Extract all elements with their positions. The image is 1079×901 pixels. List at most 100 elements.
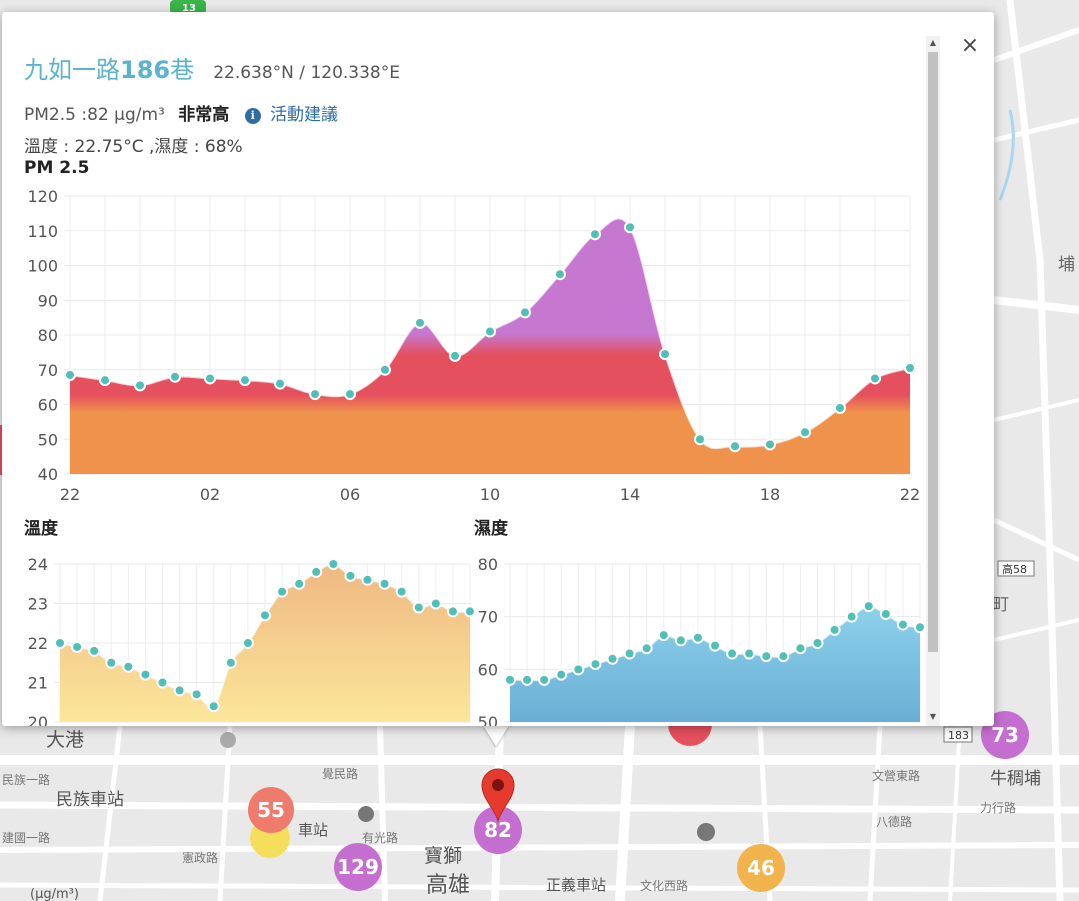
pm25-chart: 40 50 60 70 80 90 100 110 120 22 02 06 10 14 18 22 bbox=[27, 187, 920, 504]
data-point[interactable] bbox=[310, 565, 323, 578]
data-point[interactable] bbox=[64, 368, 76, 381]
data-point[interactable] bbox=[729, 440, 741, 453]
aqi-marker[interactable]: 129 bbox=[334, 843, 382, 891]
data-point[interactable] bbox=[169, 370, 181, 383]
data-point[interactable] bbox=[623, 647, 636, 660]
data-point[interactable] bbox=[412, 601, 425, 614]
data-point[interactable] bbox=[259, 609, 271, 622]
scroll-thumb[interactable] bbox=[928, 52, 938, 652]
data-point[interactable] bbox=[105, 656, 118, 669]
data-point[interactable] bbox=[241, 637, 254, 649]
data-point[interactable] bbox=[99, 374, 111, 387]
data-point[interactable] bbox=[811, 637, 824, 649]
data-point[interactable] bbox=[122, 660, 135, 673]
x-tick-label: 18 bbox=[760, 485, 780, 504]
y-tick-label: 50 bbox=[38, 430, 58, 449]
data-point[interactable] bbox=[624, 221, 636, 234]
data-point[interactable] bbox=[429, 597, 442, 610]
data-point[interactable] bbox=[71, 640, 84, 653]
data-point[interactable] bbox=[224, 656, 237, 669]
data-point[interactable] bbox=[694, 433, 706, 446]
data-point[interactable] bbox=[674, 634, 687, 647]
popup-scrollbar[interactable]: ▲ ▼ bbox=[926, 36, 940, 726]
close-icon[interactable]: × bbox=[960, 33, 980, 58]
data-point[interactable] bbox=[156, 676, 169, 689]
data-point[interactable] bbox=[276, 585, 289, 598]
data-point[interactable] bbox=[521, 673, 534, 686]
data-point[interactable] bbox=[139, 668, 152, 681]
data-point[interactable] bbox=[344, 388, 356, 401]
data-point[interactable] bbox=[395, 585, 408, 598]
data-point[interactable] bbox=[640, 642, 653, 655]
data-point[interactable] bbox=[327, 558, 340, 570]
data-point[interactable] bbox=[504, 673, 516, 686]
y-tick-label: 120 bbox=[27, 187, 58, 206]
aqi-marker[interactable]: 46 bbox=[737, 844, 785, 892]
data-point[interactable] bbox=[239, 374, 251, 387]
humidity-chart: 50 60 70 80 bbox=[478, 555, 924, 726]
data-point[interactable] bbox=[764, 438, 776, 451]
data-point[interactable] bbox=[743, 647, 756, 660]
data-point[interactable] bbox=[777, 650, 790, 663]
data-point[interactable] bbox=[484, 325, 496, 338]
data-point[interactable] bbox=[606, 652, 619, 665]
data-point[interactable] bbox=[554, 268, 566, 281]
data-point[interactable] bbox=[344, 569, 357, 582]
scroll-down-arrow-icon[interactable]: ▼ bbox=[929, 712, 937, 721]
data-point[interactable] bbox=[760, 650, 773, 663]
data-point[interactable] bbox=[794, 642, 807, 655]
map-label-baoshi: 寶獅 bbox=[424, 845, 462, 867]
data-point[interactable] bbox=[207, 700, 220, 713]
data-point[interactable] bbox=[446, 605, 459, 618]
data-point[interactable] bbox=[869, 372, 881, 385]
data-point[interactable] bbox=[879, 608, 892, 621]
data-point[interactable] bbox=[828, 623, 841, 636]
data-point[interactable] bbox=[589, 228, 601, 241]
data-point[interactable] bbox=[274, 377, 286, 390]
map-label-bade-rd: 八德路 bbox=[876, 814, 912, 829]
scroll-up-arrow-icon[interactable]: ▲ bbox=[929, 38, 937, 47]
y-tick-label: 100 bbox=[27, 257, 58, 276]
data-point[interactable] bbox=[657, 629, 670, 642]
data-point[interactable] bbox=[896, 618, 909, 631]
data-point[interactable] bbox=[414, 316, 426, 329]
data-point[interactable] bbox=[204, 372, 216, 385]
data-point[interactable] bbox=[799, 426, 811, 439]
y-tick-label: 60 bbox=[38, 396, 58, 415]
data-point[interactable] bbox=[190, 688, 203, 701]
data-point[interactable] bbox=[834, 401, 846, 414]
map-label-minzu-station: 民族車站 bbox=[56, 790, 124, 810]
data-point[interactable] bbox=[538, 673, 551, 686]
data-point[interactable] bbox=[691, 631, 704, 644]
data-point[interactable] bbox=[449, 349, 461, 362]
data-point[interactable] bbox=[555, 668, 568, 681]
data-point[interactable] bbox=[914, 621, 924, 634]
data-point[interactable] bbox=[904, 362, 916, 375]
data-point[interactable] bbox=[88, 644, 101, 657]
y-tick-label: 60 bbox=[478, 660, 498, 679]
data-point[interactable] bbox=[659, 348, 671, 361]
data-point[interactable] bbox=[572, 663, 585, 676]
data-point[interactable] bbox=[845, 610, 858, 623]
location-pin-icon[interactable] bbox=[480, 767, 516, 823]
activity-advice-link[interactable]: 活動建議 bbox=[270, 105, 339, 125]
data-point[interactable] bbox=[54, 637, 66, 649]
data-point[interactable] bbox=[309, 388, 321, 401]
data-point[interactable] bbox=[589, 658, 602, 671]
data-point[interactable] bbox=[726, 647, 739, 660]
aqi-marker[interactable]: 55 bbox=[248, 787, 294, 833]
data-point[interactable] bbox=[862, 600, 875, 613]
data-point[interactable] bbox=[519, 306, 531, 319]
highway-183-shield: 183 bbox=[948, 729, 969, 742]
info-icon[interactable]: i bbox=[244, 108, 261, 124]
data-point[interactable] bbox=[361, 573, 374, 586]
data-point[interactable] bbox=[378, 577, 391, 590]
data-point[interactable] bbox=[379, 363, 391, 376]
x-tick-label: 22 bbox=[900, 485, 920, 504]
data-point[interactable] bbox=[464, 605, 476, 618]
data-point[interactable] bbox=[709, 639, 721, 652]
data-point[interactable] bbox=[134, 379, 146, 392]
data-point[interactable] bbox=[173, 684, 186, 697]
marker-value: 55 bbox=[257, 798, 285, 822]
data-point[interactable] bbox=[293, 577, 306, 590]
